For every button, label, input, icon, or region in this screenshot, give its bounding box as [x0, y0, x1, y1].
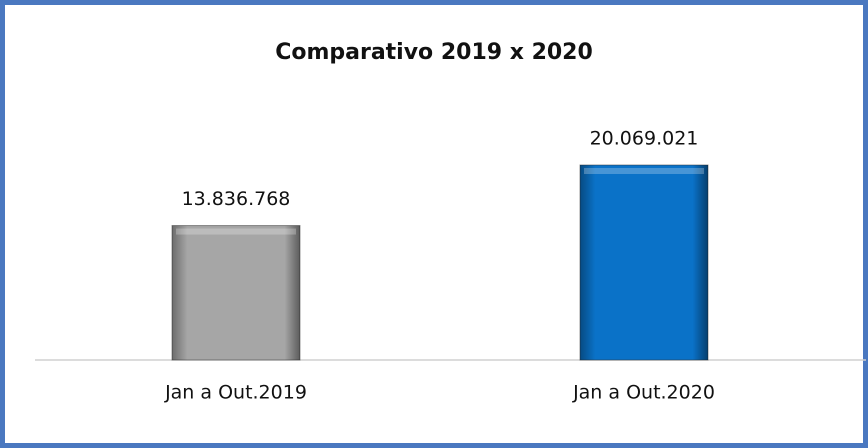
x-tick-label: Jan a Out.2019: [164, 382, 307, 404]
bar: [579, 164, 709, 361]
bar-highlight: [584, 168, 704, 174]
value-label: 20.069.021: [590, 128, 699, 150]
chart-title: Comparativo 2019 x 2020: [275, 40, 593, 65]
bar: [171, 225, 301, 361]
x-tick-label: Jan a Out.2020: [572, 382, 715, 404]
bar-highlight: [176, 228, 296, 235]
value-label: 13.836.768: [182, 188, 291, 210]
